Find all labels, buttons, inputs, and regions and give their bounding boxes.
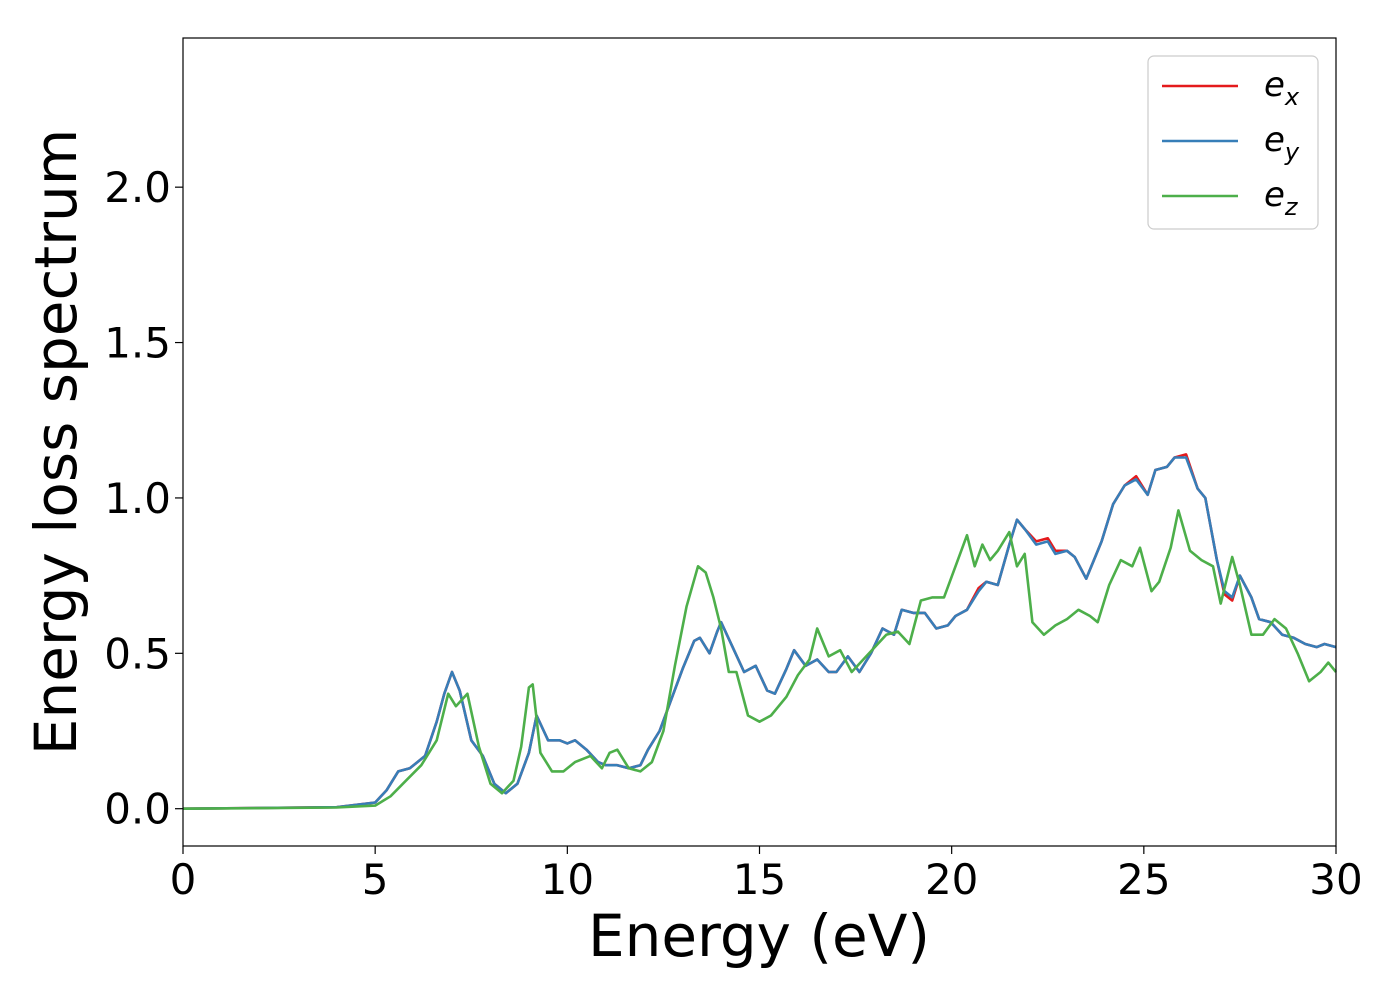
y-tick-label: 2.0 [104,163,171,212]
x-axis: 0 5 10 15 20 25 30 [170,846,1363,904]
x-tick-label: 0 [170,855,197,904]
y-tick-label: 0.5 [104,629,171,678]
legend-label-y: ey [1264,120,1300,166]
y-tick-label: 1.5 [104,319,171,368]
series-line-z [182,509,1338,810]
legend-label-z: ez [1264,175,1299,221]
x-tick-label: 30 [1309,855,1362,904]
y-axis: 0.0 0.5 1.0 1.5 2.0 [104,163,183,834]
x-tick-label: 20 [925,855,978,904]
series-layer [182,453,1338,810]
legend: ex ey ez [1147,55,1319,230]
y-tick-label: 1.0 [104,474,171,523]
legend-label-x: ex [1264,65,1300,111]
y-axis-title: Energy loss spectrum [22,129,90,755]
x-tick-label: 15 [733,855,786,904]
y-tick-label: 0.0 [104,785,171,834]
x-axis-title: Energy (eV) [588,902,930,970]
x-tick-label: 25 [1117,855,1170,904]
series-line-y [182,456,1337,810]
x-tick-label: 5 [362,855,389,904]
x-tick-label: 10 [541,855,594,904]
legend-box [1147,55,1319,230]
